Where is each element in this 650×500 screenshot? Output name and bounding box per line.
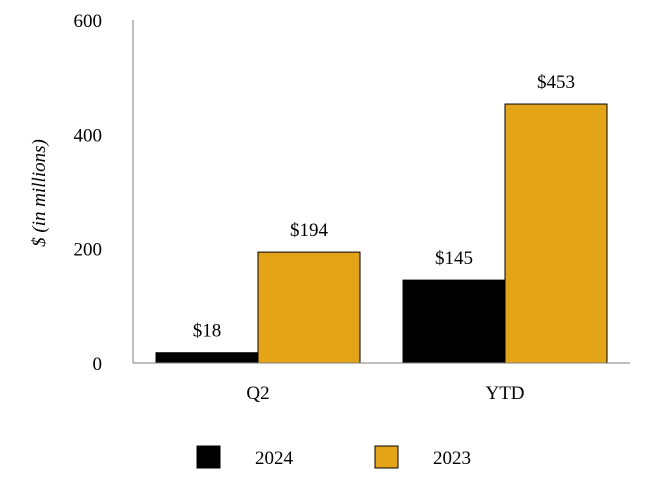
y-tick-label-400: 400 <box>74 125 103 146</box>
legend-swatch-2024 <box>196 445 221 469</box>
legend-label-2023: 2023 <box>433 448 471 469</box>
y-axis-title: $ (in millions) <box>29 139 50 247</box>
y-tick-label-0: 0 <box>93 354 103 375</box>
data-labels: $18 $194 $145 $453 <box>193 72 575 342</box>
category-labels: Q2 YTD <box>246 383 524 404</box>
y-tick-label-200: 200 <box>74 240 103 261</box>
data-label-2024-q2: $18 <box>193 321 222 342</box>
data-label-2023-q2: $194 <box>290 220 329 241</box>
bar-2023-ytd <box>504 103 608 364</box>
y-axis-ticks: 0 200 400 600 <box>74 11 103 375</box>
category-label-q2: Q2 <box>246 383 269 404</box>
data-label-2023-ytd: $453 <box>537 72 575 93</box>
bars <box>155 103 608 364</box>
legend-swatch-2023 <box>374 445 399 469</box>
category-label-ytd: YTD <box>485 383 524 404</box>
legend: 2024 2023 <box>196 445 471 469</box>
y-tick-label-600: 600 <box>74 11 103 32</box>
bar-2024-q2 <box>155 352 259 364</box>
bar-2024-ytd <box>402 279 506 364</box>
bar-2023-q2 <box>257 251 361 364</box>
legend-label-2024: 2024 <box>255 448 294 469</box>
data-label-2024-ytd: $145 <box>435 248 473 269</box>
